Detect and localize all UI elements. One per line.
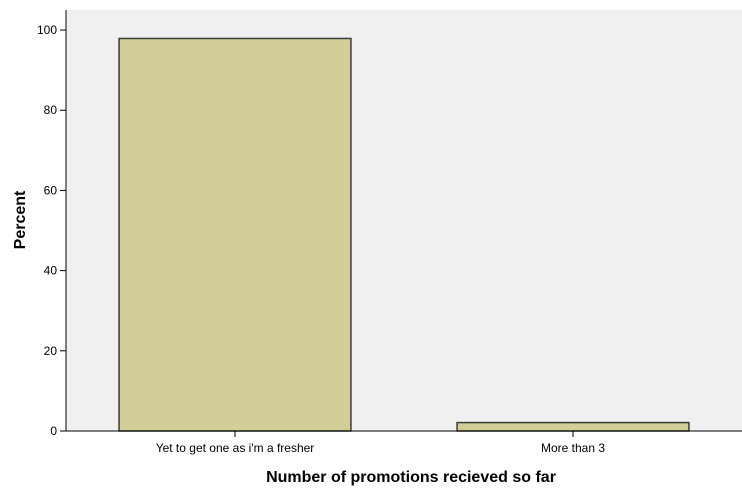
y-axis-title: Percent: [12, 190, 29, 249]
bar: [456, 421, 690, 432]
x-ticks: Yet to get one as i'm a fresher More than…: [156, 431, 605, 455]
x-tick-label: More than 3: [541, 441, 605, 455]
y-tick-label: 60: [44, 183, 58, 197]
y-tick-label: 0: [50, 424, 57, 438]
bars: [118, 37, 690, 432]
y-tick-label: 100: [37, 23, 57, 37]
bar: [118, 37, 352, 432]
y-tick-label: 20: [44, 344, 58, 358]
x-tick-label: Yet to get one as i'm a fresher: [156, 441, 315, 455]
y-tick-label: 80: [44, 103, 58, 117]
x-axis-title: Number of promotions recieved so far: [266, 469, 556, 486]
y-tick-label: 40: [44, 264, 58, 278]
y-ticks: 0 20 40 60 80 100: [37, 23, 66, 438]
